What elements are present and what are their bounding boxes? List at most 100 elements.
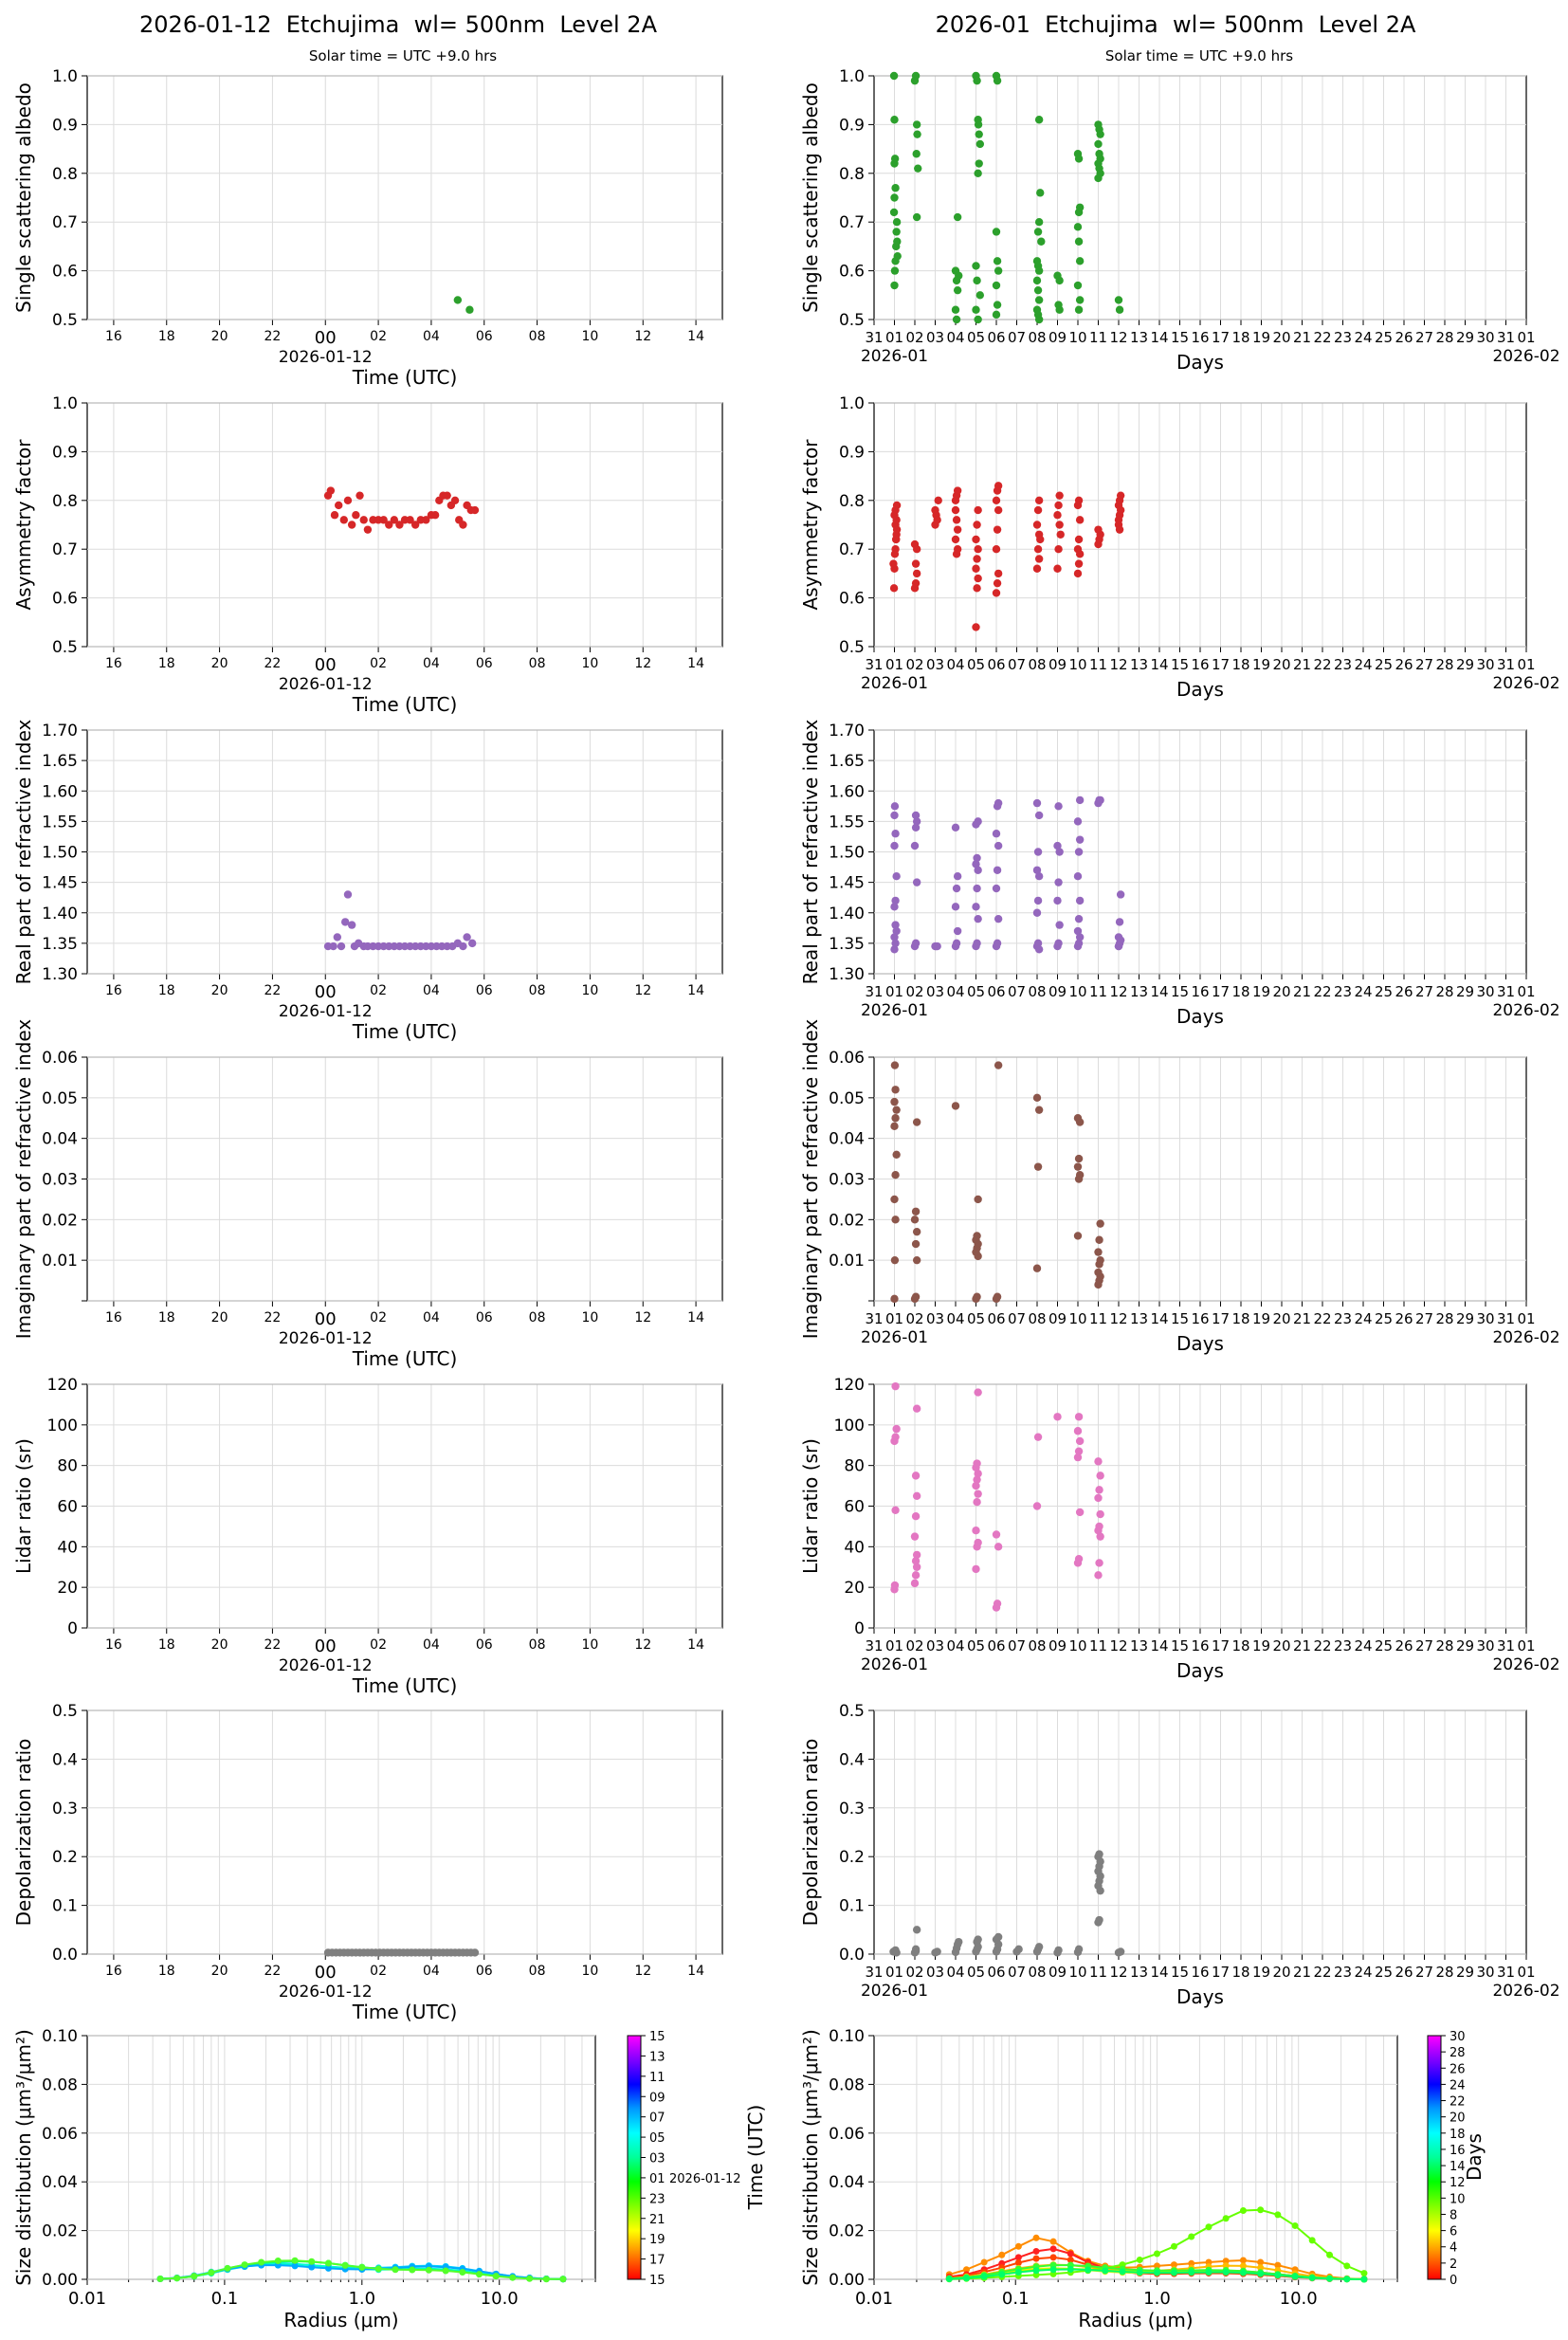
x-tick-label: 30: [1476, 329, 1494, 346]
x-tick-label: 30: [1476, 656, 1494, 673]
data-point: [1033, 1162, 1043, 1171]
colorbar-tick-label: 24: [1449, 2078, 1466, 2093]
data-point: [973, 884, 981, 893]
data-point: [994, 1543, 1003, 1551]
x-tick-label: 18: [1231, 1964, 1249, 1981]
asym-monthly-panel: 31 01 02 03 04 05 06 07 08 09 10 11 12 13 14 15 16 17 18 19…: [799, 394, 1560, 701]
data-point: [972, 1481, 980, 1490]
x-tick-label: 10.0: [1280, 2289, 1318, 2309]
month-start-label: 2026-01: [861, 1982, 928, 2001]
y-tick-label: 0.6: [839, 590, 865, 609]
data-point: [1094, 1268, 1103, 1277]
x-tick-label: 02: [370, 1964, 387, 1979]
data-point: [974, 169, 982, 177]
x-tick-label: 00: [315, 1963, 337, 1983]
data-point: [890, 1255, 900, 1265]
y-tick-label: 100: [834, 1417, 865, 1435]
data-point: [892, 872, 901, 881]
data-point: [1033, 505, 1043, 515]
data-point: [890, 1122, 899, 1131]
x-tick-label: 24: [1354, 1637, 1372, 1654]
x-tick-label: 25: [1375, 656, 1393, 673]
data-point: [951, 535, 960, 544]
data-point: [1343, 2276, 1351, 2283]
x-tick-label: 18: [1231, 1637, 1249, 1654]
y-tick-label: 1.50: [42, 844, 78, 863]
data-point: [1074, 1554, 1084, 1563]
data-point: [891, 1171, 900, 1179]
y-tick-label: 0.04: [42, 1130, 78, 1149]
x-tick-label: 16: [105, 983, 122, 998]
data-point: [992, 496, 1001, 504]
y-tick-label: 0.2: [52, 1848, 78, 1867]
x-tick-label: 21: [1293, 329, 1311, 346]
data-point: [974, 1490, 982, 1498]
data-point: [1257, 2264, 1265, 2272]
data-point: [1032, 866, 1042, 874]
y-axis-label: Lidar ratio (sr): [12, 1438, 35, 1574]
x-tick-label: 03: [926, 329, 944, 346]
data-point: [450, 496, 460, 504]
x-tick-label: 14: [1150, 1964, 1168, 1981]
data-point: [1075, 896, 1085, 905]
data-point: [992, 310, 1001, 320]
x-tick-label: 12: [634, 656, 651, 671]
data-point: [910, 1216, 920, 1224]
data-point: [356, 491, 364, 500]
y-tick-label: 0.2: [839, 1848, 865, 1867]
y-tick-label: 0.10: [42, 2027, 78, 2046]
x-tick-label: 01: [885, 983, 903, 1000]
data-point: [1032, 1093, 1042, 1103]
data-point: [891, 1216, 900, 1224]
data-point: [891, 1114, 900, 1123]
y-tick-label: 0.8: [839, 492, 865, 511]
x-tick-label: 29: [1456, 983, 1474, 1000]
x-tick-label: 10: [582, 656, 599, 671]
month-start-label: 2026-01: [861, 1001, 928, 1020]
x-tick-label: 05: [967, 1310, 985, 1327]
data-point: [933, 516, 941, 524]
data-point: [1014, 2254, 1022, 2261]
y-tick-label: 0.6: [839, 263, 865, 282]
data-point: [1136, 2269, 1143, 2276]
x-tick-label: 1.0: [1143, 2289, 1171, 2309]
data-point: [992, 1530, 1001, 1539]
data-point: [910, 1579, 920, 1588]
y-tick-label: 0.5: [839, 311, 865, 330]
data-point: [1073, 1453, 1083, 1462]
y-tick-label: 0: [67, 1619, 78, 1638]
data-point: [340, 918, 350, 926]
size-daily-panel: 0.01 0.1 1.0 10.0 0.00 0.02 0.04 0.06 0.08 0.10 Si…: [12, 2027, 596, 2331]
data-point: [1032, 521, 1042, 529]
data-point: [973, 276, 981, 285]
x-tick-label: 18: [1231, 329, 1249, 346]
x-tick-label: 31: [1497, 329, 1515, 346]
data-point: [974, 1388, 982, 1397]
data-point: [559, 2276, 567, 2283]
x-tick-label: 28: [1435, 656, 1453, 673]
x-tick-label: 16: [1191, 1964, 1209, 1981]
data-point: [911, 1557, 921, 1565]
y-tick-label: 0.9: [52, 443, 78, 462]
data-point: [951, 1102, 960, 1110]
x-tick-label: 12: [1109, 329, 1127, 346]
data-point: [1096, 1532, 1104, 1541]
data-point: [892, 1150, 901, 1160]
data-point: [291, 2262, 299, 2270]
x-tick-label: 30: [1476, 1310, 1494, 1327]
x-tick-label: 22: [264, 983, 282, 998]
data-point: [1033, 896, 1043, 905]
x-tick-label: 06: [476, 983, 493, 998]
data-point: [912, 1491, 921, 1500]
x-tick-label: 07: [1008, 1964, 1026, 1981]
data-point: [951, 823, 960, 832]
x-tick-label: 31: [865, 1637, 883, 1654]
x-tick-label: 02: [905, 656, 923, 673]
data-point: [1096, 1509, 1104, 1519]
y-tick-label: 0.02: [42, 1211, 78, 1230]
y-tick-label: 1.70: [829, 722, 865, 740]
data-point: [974, 914, 982, 923]
y-tick-label: 0.00: [829, 2271, 865, 2290]
data-point: [972, 860, 980, 868]
